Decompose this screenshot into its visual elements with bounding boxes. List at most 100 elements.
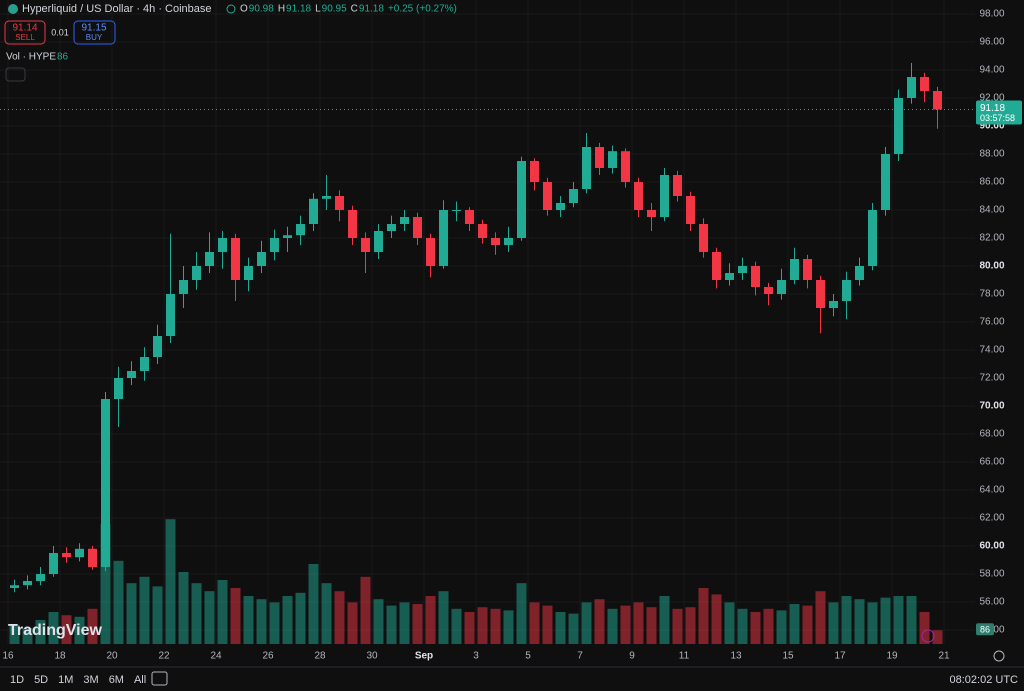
volume-bar: [308, 564, 319, 644]
volume-bar: [9, 624, 20, 644]
ohlc-value: 90.95: [322, 4, 347, 15]
volume-bar: [22, 628, 33, 644]
volume-bar: [737, 608, 748, 644]
sell-label[interactable]: SELL: [15, 33, 35, 42]
y-tick-label: 76.00: [979, 317, 1004, 328]
candle-body: [101, 399, 110, 567]
y-tick-label: 90.00: [979, 121, 1004, 132]
chart-title: Hyperliquid / US Dollar · 4h · Coinbase: [22, 3, 212, 15]
candle-body: [88, 548, 97, 567]
volume-bar: [152, 586, 163, 644]
range-button[interactable]: 6M: [109, 674, 124, 686]
volume-bar: [724, 602, 735, 644]
candle-body: [400, 217, 409, 224]
volume-bar: [503, 610, 514, 644]
candle-body: [673, 175, 682, 196]
candle-body: [517, 161, 526, 238]
volume-bar: [464, 612, 475, 644]
range-button[interactable]: 3M: [83, 674, 98, 686]
buy-button[interactable]: [73, 20, 116, 45]
volume-bar: [165, 519, 176, 644]
volume-bar: [854, 599, 865, 644]
x-tick-label: 13: [730, 651, 742, 662]
range-button[interactable]: 1D: [10, 674, 24, 686]
change: +0.25 (+0.27%): [388, 4, 457, 15]
volume-bar: [932, 630, 943, 644]
candle-body: [556, 203, 565, 210]
x-tick-label: 19: [886, 651, 898, 662]
y-tick-label: 84.00: [979, 205, 1004, 216]
y-tick-label: 88.00: [979, 149, 1004, 160]
volume-bar: [698, 588, 709, 644]
candle-body: [452, 210, 461, 211]
y-tick-label: 78.00: [979, 289, 1004, 300]
price-tag: [976, 100, 1022, 125]
candle-body: [335, 196, 344, 210]
volume-bar: [243, 596, 254, 644]
volume-tag: [976, 623, 994, 636]
candle-body: [36, 574, 45, 581]
range-button[interactable]: All: [134, 674, 146, 686]
candle-body: [10, 585, 19, 588]
volume-bar: [477, 607, 488, 644]
x-tick-label: 5: [525, 651, 531, 662]
x-tick-label: 3: [473, 651, 479, 662]
status-dot: [226, 4, 236, 14]
volume-tag-label: 86: [980, 625, 990, 635]
volume-bar: [542, 605, 553, 644]
y-tick-label: 66.00: [979, 457, 1004, 468]
candle-body: [595, 147, 604, 168]
candle-body: [907, 77, 916, 98]
candle-body: [322, 196, 331, 199]
y-tick-label: 80.00: [979, 261, 1004, 272]
candle-body: [764, 287, 773, 294]
volume-bar: [269, 602, 280, 644]
y-tick-label: 64.00: [979, 485, 1004, 496]
candle-body: [504, 238, 513, 245]
collapse-button[interactable]: [5, 67, 26, 82]
candle-body: [829, 301, 838, 308]
range-button[interactable]: 5D: [34, 674, 48, 686]
candle-body: [426, 238, 435, 266]
volume-bar: [672, 608, 683, 644]
alert-icon[interactable]: [921, 629, 935, 643]
candle-body: [439, 210, 448, 266]
ohlc-key: O: [240, 4, 248, 15]
candle-body: [816, 280, 825, 308]
buy-price[interactable]: 91.15: [81, 23, 106, 34]
candle-body: [491, 238, 500, 245]
volume-bar: [191, 583, 202, 644]
sell-price[interactable]: 91.14: [12, 23, 37, 34]
date-range-icon[interactable]: [151, 671, 168, 686]
candle-body: [62, 553, 71, 558]
volume-bar: [48, 612, 59, 644]
volume-bar: [685, 607, 696, 644]
sell-button[interactable]: [4, 20, 46, 45]
range-button[interactable]: 1M: [58, 674, 73, 686]
candle-body: [192, 266, 201, 280]
candle-body: [49, 553, 58, 574]
volume-bar: [139, 576, 150, 644]
candle-body: [855, 266, 864, 280]
volume-bar: [750, 612, 761, 644]
ohlc-value: 91.18: [286, 4, 311, 15]
clock: 08:02:02 UTC: [950, 674, 1019, 686]
ohlc-value: 91.18: [359, 4, 384, 15]
volume-value: 86: [57, 52, 69, 63]
candle-body: [140, 357, 149, 371]
candle-body: [244, 266, 253, 280]
volume-bar: [360, 576, 371, 644]
volume-bar: [230, 588, 241, 644]
ohlc-key: L: [315, 4, 321, 15]
candle-body: [569, 189, 578, 203]
candle-body: [478, 224, 487, 238]
volume-bar: [529, 602, 540, 644]
volume-bar: [880, 597, 891, 644]
buy-label[interactable]: BUY: [86, 33, 103, 42]
volume-bar: [126, 583, 137, 644]
candle-body: [686, 196, 695, 224]
settings-icon[interactable]: [993, 650, 1005, 662]
y-tick-label: 72.00: [979, 373, 1004, 384]
candle-body: [699, 224, 708, 252]
